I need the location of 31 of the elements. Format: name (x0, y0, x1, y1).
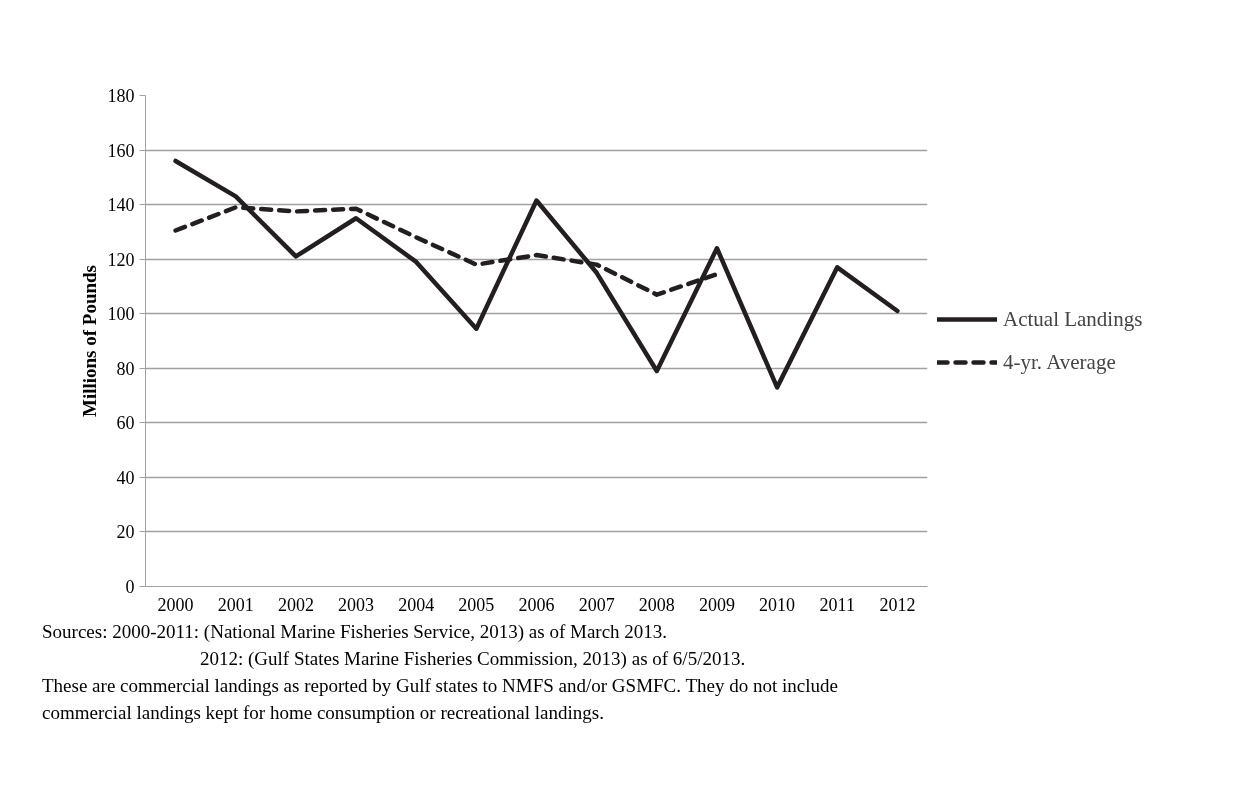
x-tick-label: 2009 (698, 594, 735, 615)
x-tick-label: 2000 (157, 594, 194, 615)
y-tick-label: 140 (107, 195, 135, 216)
legend-label: Actual Landings (1003, 306, 1143, 332)
y-tick-label: 160 (107, 140, 135, 161)
x-tick-label: 2012 (879, 594, 916, 615)
line-series (173, 158, 900, 390)
x-tick-label: 2011 (819, 594, 855, 615)
x-tick-label: 2006 (518, 594, 555, 615)
y-tick-label: 0 (125, 577, 135, 597)
y-tick-label: 180 (107, 86, 135, 106)
source-note: Sources: 2000-2011: (National Marine Fisheries Service, 2013) as of March 2013. (42, 620, 669, 644)
x-tick-label: 2005 (458, 594, 495, 615)
text: These are commercial landings as reported by Gulf states to NMFS and/or GSMFC. They do not include (42, 674, 838, 698)
y-tick-label: 60 (116, 413, 135, 434)
y-axis-title: Millions of Pounds (78, 264, 100, 418)
text: commercial landings kept for home consumption or recreational landings. (42, 701, 605, 725)
x-tick-label: 2004 (398, 594, 435, 615)
x-tick-label: 2010 (759, 594, 796, 615)
y-tick-label: 120 (107, 249, 135, 270)
legend-label: 4-yr. Average (1003, 349, 1116, 375)
x-tick-label: 2001 (217, 594, 254, 615)
x-tick-label: 2003 (338, 594, 375, 615)
x-tick-label: 2007 (578, 594, 615, 615)
y-tick-label: 40 (116, 467, 135, 488)
y-tick-label: 80 (116, 358, 135, 379)
y-tick-label: 20 (116, 522, 135, 543)
text: 2012: (Gulf States Marine Fisheries Commission, 2013) as of 6/5/2013. (199, 647, 747, 671)
y-tick-label: 100 (107, 304, 135, 325)
x-tick-label: 2002 (277, 594, 314, 615)
x-tick-label: 2008 (638, 594, 675, 615)
